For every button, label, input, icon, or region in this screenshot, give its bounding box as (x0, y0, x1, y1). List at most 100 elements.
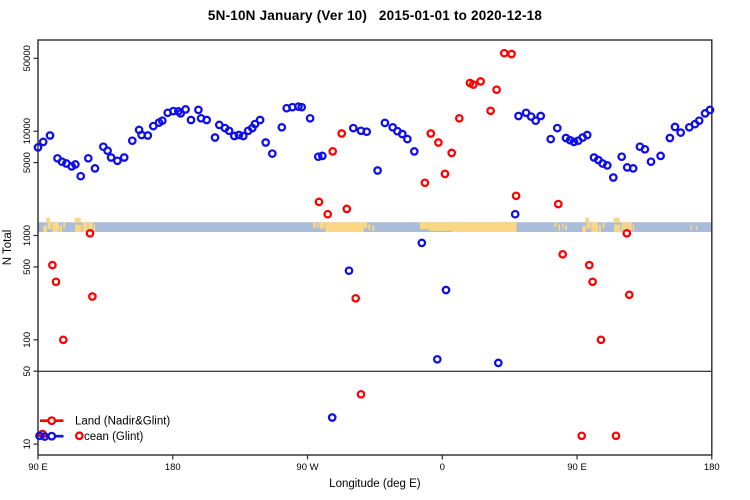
land-data-point (58, 335, 68, 345)
map-band-land (52, 222, 59, 233)
ocean-data-point (157, 116, 167, 126)
y-tick-label: 10000 (22, 118, 33, 144)
land-data-point (337, 129, 347, 138)
ocean-data-point (181, 105, 190, 114)
y-tick-label: 50000 (22, 45, 33, 71)
x-tick-label: 90 E (28, 462, 48, 473)
ocean-data-point (536, 111, 546, 121)
map-band-land (695, 225, 698, 231)
y-tick-label: 500 (22, 259, 33, 275)
ocean-data-point (546, 134, 556, 144)
ocean-data-point (224, 126, 234, 136)
map-band-land-bump (613, 217, 620, 223)
map-band-land (621, 222, 627, 233)
x-tick-label: 180 (165, 462, 181, 473)
ocean-data-point (33, 143, 43, 152)
legend-marker-circle (47, 431, 57, 441)
map-band-land (562, 223, 564, 229)
land-data-point (553, 199, 563, 209)
map-band-ocean (38, 222, 712, 233)
y-tick-label: 1000 (22, 225, 33, 246)
land-data-point (492, 85, 501, 95)
land-data-point (558, 249, 568, 259)
ocean-data-point (608, 173, 618, 182)
ocean-data-point (665, 133, 675, 143)
land-data-point (476, 77, 485, 86)
x-tick-label: 180 (704, 462, 720, 473)
map-band-land (627, 222, 632, 231)
ocean-data-point (552, 123, 562, 133)
ocean-data-point (277, 122, 287, 132)
y-tick-label: 50 (22, 366, 33, 377)
y-tick-label: 5000 (22, 152, 33, 173)
map-band-land (586, 222, 591, 230)
map-band-land (632, 224, 635, 232)
ocean-data-point (432, 354, 442, 364)
land-data-point (351, 293, 361, 303)
ocean-data-point (238, 131, 248, 141)
map-band-land (368, 224, 371, 231)
land-data-point (51, 277, 61, 287)
map-band-land (74, 224, 82, 233)
ocean-data-point (202, 115, 212, 125)
ocean-data-point (313, 152, 323, 162)
ocean-data-point (582, 130, 592, 140)
map-band-land (325, 222, 364, 233)
ocean-data-point (119, 153, 129, 162)
ocean-data-point (38, 137, 48, 147)
ocean-data-point (362, 127, 372, 137)
ocean-data-point (417, 238, 427, 248)
map-band-land (419, 222, 429, 230)
ocean-data-point (71, 160, 80, 169)
ocean-data-point (510, 209, 520, 219)
ocean-data-point (640, 144, 650, 154)
land-data-point (511, 191, 521, 201)
ocean-data-point (617, 152, 627, 162)
map-band-land (372, 225, 375, 232)
map-band-land-bump (74, 217, 81, 223)
map-band-land (47, 222, 52, 230)
ocean-data-point (317, 151, 327, 161)
ocean-data-point (397, 129, 407, 139)
land-data-point (577, 431, 587, 441)
land-data-point (342, 204, 352, 214)
land-data-point (486, 106, 495, 116)
land-data-point (85, 228, 95, 238)
map-band-land (363, 222, 368, 229)
land-data-point (499, 48, 509, 58)
ocean-data-point (602, 161, 612, 170)
ocean-data-point (493, 358, 503, 368)
x-tick-label: 90 E (567, 462, 587, 473)
ocean-data-point (40, 432, 50, 441)
map-band-land (43, 225, 47, 233)
x-axis-label: Longitude (deg E) (329, 478, 421, 490)
y-tick-label: 10 (22, 439, 33, 450)
ocean-data-point (76, 171, 86, 181)
ocean-data-point (297, 102, 307, 112)
land-data-point (356, 389, 366, 399)
ocean-data-point (656, 151, 665, 161)
map-band-land (602, 222, 605, 229)
map-band-land (451, 222, 517, 233)
ocean-data-point (250, 119, 260, 129)
ocean-data-point (106, 153, 116, 162)
land-data-point (323, 209, 333, 219)
ocean-data-point (194, 105, 203, 115)
ocean-data-point (210, 133, 220, 142)
ocean-data-point (169, 106, 178, 116)
land-data-point (584, 260, 594, 270)
ocean-data-point (45, 131, 55, 140)
map-band-land (582, 225, 587, 233)
ocean-data-point (127, 136, 137, 146)
map-band-land (591, 222, 599, 233)
ocean-data-point (327, 413, 337, 422)
land-data-point (588, 277, 597, 287)
map-band-land (88, 222, 93, 231)
ocean-data-point (143, 131, 153, 140)
land-data-point (624, 290, 634, 300)
map-band-land (63, 222, 66, 229)
ocean-data-point (705, 105, 715, 115)
ocean-data-point (90, 164, 100, 173)
y-axis-label: N Total (2, 230, 14, 266)
